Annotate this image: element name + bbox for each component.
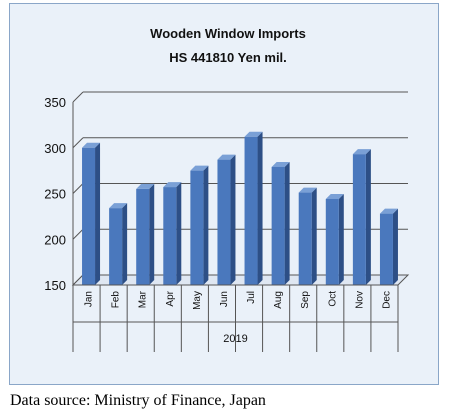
bar-side: [365, 149, 371, 285]
chart-subtitle: HS 441810 Yen mil.: [169, 50, 287, 65]
x-tick-label: Jul: [246, 291, 257, 304]
bar: [217, 154, 236, 285]
data-source-caption: Data source: Ministry of Finance, Japan: [10, 392, 266, 409]
bar-front: [271, 166, 285, 285]
bar-side: [338, 193, 344, 285]
gridline-depth: [72, 91, 84, 103]
bar-side: [122, 203, 128, 285]
x-tick-label: Sep: [300, 291, 311, 309]
bar: [352, 149, 371, 285]
bars: [82, 131, 398, 285]
y-tick-label: 300: [44, 141, 66, 156]
gridline-depth: [72, 137, 84, 149]
x-tick-label: Nov: [354, 291, 365, 309]
bar-side: [392, 208, 398, 285]
bar: [163, 182, 182, 285]
bar-top: [271, 161, 290, 167]
y-tick-label: 350: [44, 95, 66, 110]
y-tick-label: 200: [44, 232, 66, 247]
bar-front: [163, 187, 177, 285]
bar-front: [109, 208, 123, 285]
bar-front: [190, 170, 204, 285]
bar: [379, 208, 398, 285]
bar-front: [136, 188, 150, 285]
bar-front: [217, 159, 231, 285]
bar-top: [217, 154, 236, 160]
bar-side: [257, 131, 263, 285]
bar-front: [298, 192, 312, 285]
bar-side: [95, 142, 101, 285]
x-tick-label: Aug: [273, 291, 284, 309]
bar: [325, 193, 344, 285]
chart-title: Wooden Window Imports: [150, 26, 306, 41]
bar: [271, 161, 290, 285]
bar-front: [244, 136, 258, 285]
x-tick-label: Feb: [111, 291, 122, 309]
bar: [244, 131, 263, 285]
bar-side: [230, 154, 236, 285]
bar-side: [311, 187, 317, 285]
y-tick-label: 250: [44, 187, 66, 202]
bar: [298, 187, 317, 285]
bar-side: [203, 165, 209, 285]
bar: [109, 203, 128, 285]
x-tick-label: Jun: [219, 291, 230, 307]
x-tick-label: May: [192, 291, 203, 310]
bar-side: [284, 161, 290, 285]
bar: [82, 142, 101, 285]
bar-top: [190, 165, 209, 171]
bar-front: [325, 198, 339, 285]
bar-front: [379, 213, 393, 285]
bar-top: [325, 193, 344, 199]
bar-top: [136, 183, 155, 189]
y-axis-ticks: 150 200 250 300 350: [44, 95, 66, 293]
x-tick-label: Dec: [381, 291, 392, 309]
gridline-depth: [72, 228, 84, 240]
bar: [136, 183, 155, 285]
bar-front: [352, 154, 366, 285]
bar-top: [352, 149, 371, 155]
bar-top: [379, 208, 398, 214]
x-tick-label: Mar: [138, 290, 149, 308]
bar-side: [149, 183, 155, 285]
y-tick-label: 150: [44, 278, 66, 293]
x-group-label: 2019: [223, 333, 247, 345]
x-tick-label: Oct: [327, 291, 338, 307]
bar-top: [163, 182, 182, 188]
bar: [190, 165, 209, 285]
x-tick-label: Apr: [165, 290, 176, 306]
bar-top: [109, 203, 128, 209]
bar-front: [82, 147, 96, 285]
bar-top: [244, 131, 263, 137]
x-tick-label: Jan: [84, 291, 95, 307]
bar-side: [176, 182, 182, 285]
x-axis-ticks: Jan Feb Mar Apr May Jun Jul Aug Sep Oct Nov Dec: [72, 284, 399, 352]
gridline-depth: [72, 183, 84, 194]
bar-top: [298, 187, 317, 193]
bar-top: [82, 142, 101, 148]
